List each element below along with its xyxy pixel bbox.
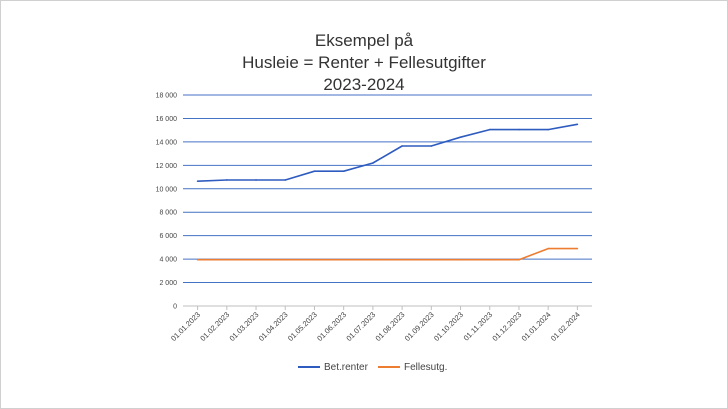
data-point-series-2-12 bbox=[547, 247, 549, 250]
legend-label-series-1: Bet.renter bbox=[324, 361, 368, 373]
data-point-series-1-7 bbox=[401, 145, 403, 147]
data-point-series-2-4 bbox=[313, 258, 316, 261]
data-point-series-2-2 bbox=[255, 258, 257, 261]
data-point-series-1-5 bbox=[342, 170, 345, 172]
y-tick-label-4000: 4 000 bbox=[159, 257, 177, 264]
data-point-series-1-1 bbox=[226, 179, 228, 181]
data-point-series-1-6 bbox=[372, 162, 374, 164]
data-point-series-2-0 bbox=[196, 258, 199, 261]
y-tick-label-12000: 12 000 bbox=[156, 163, 178, 170]
data-point-series-2-5 bbox=[342, 258, 345, 261]
x-tick-label-10: 01.11.2023 bbox=[462, 310, 495, 343]
y-tick-label-14000: 14 000 bbox=[156, 139, 178, 146]
chart-title-line-2: Husleie = Renter + Fellesutgifter bbox=[242, 53, 486, 72]
y-tick-label-18000: 18 000 bbox=[156, 93, 178, 100]
series-line-1 bbox=[197, 123, 578, 182]
x-tick-label-2: 01.03.2023 bbox=[228, 310, 261, 343]
legend-swatch-series-2 bbox=[378, 366, 400, 368]
y-tick-label-8000: 8 000 bbox=[159, 210, 177, 217]
data-point-series-2-13 bbox=[576, 247, 579, 250]
x-tick-label-12: 01.01.2024 bbox=[520, 310, 553, 343]
y-tick-label-6000: 6 000 bbox=[159, 233, 177, 240]
legend-label-series-2: Fellesutg. bbox=[404, 361, 448, 373]
data-point-series-2-10 bbox=[488, 258, 491, 261]
y-tick-label-2000: 2 000 bbox=[159, 280, 177, 287]
y-tick-label-16000: 16 000 bbox=[156, 116, 178, 123]
chart-title: Eksempel på Husleie = Renter + Fellesutg… bbox=[0, 30, 728, 96]
x-tick-label-11: 01.12.2023 bbox=[490, 310, 523, 343]
series-line-2 bbox=[197, 247, 578, 261]
chart-title-line-3: 2023-2024 bbox=[323, 75, 405, 94]
data-point-series-1-4 bbox=[313, 170, 316, 172]
y-tick-label-10000: 10 000 bbox=[156, 186, 178, 193]
data-point-series-1-0 bbox=[196, 180, 199, 182]
x-tick-label-6: 01.07.2023 bbox=[344, 310, 377, 343]
data-point-series-1-8 bbox=[430, 145, 433, 147]
x-tick-label-13: 01.02.2024 bbox=[549, 310, 582, 343]
data-point-series-1-11 bbox=[518, 128, 520, 131]
data-point-series-1-9 bbox=[459, 136, 462, 138]
x-tick-label-9: 01.10.2023 bbox=[432, 310, 465, 343]
legend-item-series-1: Bet.renter bbox=[298, 359, 368, 375]
data-point-series-1-3 bbox=[284, 179, 287, 181]
chart-legend: Bet.renter Fellesutg. bbox=[0, 359, 728, 375]
x-tick-label-5: 01.06.2023 bbox=[315, 310, 348, 343]
data-point-series-1-10 bbox=[488, 128, 491, 131]
data-point-series-2-7 bbox=[401, 258, 403, 261]
x-tick-label-1: 01.02.2023 bbox=[198, 310, 231, 343]
data-point-series-1-13 bbox=[576, 123, 579, 126]
legend-swatch-series-1 bbox=[298, 366, 320, 368]
x-tick-label-3: 01.04.2023 bbox=[257, 310, 290, 343]
x-tick-label-7: 01.08.2023 bbox=[374, 310, 407, 343]
data-point-series-1-2 bbox=[255, 179, 257, 181]
x-tick-label-8: 01.09.2023 bbox=[403, 310, 436, 343]
x-tick-label-0: 01.01.2023 bbox=[169, 310, 202, 343]
data-point-series-2-11 bbox=[518, 258, 520, 261]
x-tick-label-4: 01.05.2023 bbox=[286, 310, 319, 343]
data-point-series-2-8 bbox=[430, 258, 433, 261]
y-tick-label-0: 0 bbox=[173, 304, 177, 311]
data-point-series-2-1 bbox=[226, 258, 228, 261]
legend-item-series-2: Fellesutg. bbox=[378, 359, 447, 375]
data-point-series-1-12 bbox=[547, 128, 549, 131]
chart-title-line-1: Eksempel på bbox=[314, 31, 414, 50]
data-point-series-2-6 bbox=[372, 258, 374, 261]
data-point-series-2-3 bbox=[284, 258, 287, 261]
data-point-series-2-9 bbox=[459, 258, 462, 261]
